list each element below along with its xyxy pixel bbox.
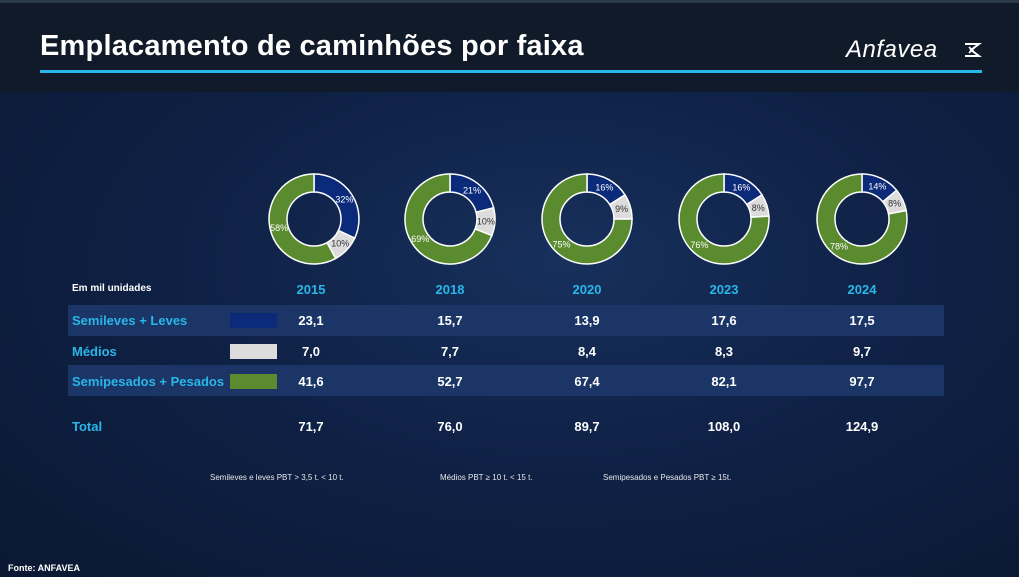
total-cell: 89,7 [574, 419, 600, 434]
year-header-2020: 2020 [572, 282, 602, 297]
table-cell: 9,7 [852, 344, 872, 359]
donut-slice [678, 173, 770, 265]
donut-charts: 32%10%58%21%10%69%16%9%75%16%8%76%14%8%7… [268, 173, 908, 265]
total-cell: 71,7 [298, 419, 324, 434]
donut-slice-label: 32% [335, 195, 353, 205]
source-note: Fonte: ANFAVEA [8, 563, 80, 573]
logo: Anfavea [846, 36, 938, 63]
donut-slice-label: 8% [888, 199, 901, 209]
donut-slice-label: 16% [732, 182, 750, 192]
donut-slice [816, 173, 908, 265]
table-cell: 23,1 [298, 313, 324, 328]
donut-slice-label: 76% [690, 240, 708, 250]
row-label-semipesados: Semipesados + Pesados [72, 374, 225, 389]
table-cell: 82,1 [711, 374, 737, 389]
donut-slice-label: 16% [595, 182, 613, 192]
year-header-2015: 2015 [296, 282, 326, 297]
donut-slice-label: 21% [463, 186, 481, 196]
swatch-semipesados [230, 374, 277, 389]
table-cell: 17,5 [849, 313, 875, 328]
donut-slice-label: 75% [553, 239, 571, 249]
header: Emplacamento de caminhões por faixa Anfa… [0, 0, 1019, 92]
swatch-semileves [230, 313, 277, 328]
donut-slice-label: 58% [270, 223, 288, 233]
table-cell: 97,7 [849, 374, 875, 389]
table-cell: 8,3 [714, 344, 734, 359]
donut-slice-label: 78% [830, 242, 848, 252]
row-label-medios: Médios [72, 344, 117, 359]
donut-slice [313, 173, 360, 240]
donut-slice-label: 10% [477, 216, 495, 226]
note-semileves: Semileves e leves PBT > 3,5 t. < 10 t. [210, 473, 344, 482]
table-cell: 52,7 [437, 374, 463, 389]
header-topline [0, 0, 1019, 3]
table-cell: 7,7 [440, 344, 460, 359]
table-cell: 17,6 [711, 313, 737, 328]
year-header-2024: 2024 [847, 282, 877, 297]
row-band-semipesados [68, 365, 944, 396]
year-header-2023: 2023 [709, 282, 739, 297]
donut-slice-label: 69% [411, 234, 429, 244]
table-cell: 41,6 [298, 374, 324, 389]
row-band-semileves [68, 305, 944, 336]
donut-slice-label: 9% [615, 204, 628, 214]
row-label-semileves: Semileves + Leves [72, 313, 188, 328]
donut-slice-label: 8% [752, 203, 765, 213]
donut-slice [268, 173, 337, 265]
total-cell: 124,9 [845, 419, 879, 434]
note-medios: Médios PBT ≥ 10 t. < 15 t. [440, 473, 533, 482]
table-cell: 67,4 [574, 374, 600, 389]
table-cell: 8,4 [577, 344, 597, 359]
total-cell: 76,0 [437, 419, 463, 434]
donut-slice [404, 173, 493, 265]
donut-slice-label: 10% [331, 239, 349, 249]
note-semipesados: Semipesados e Pesados PBT ≥ 15t. [603, 473, 732, 482]
table-cell: 13,9 [574, 313, 600, 328]
total-cell: 108,0 [707, 419, 741, 434]
year-header-2018: 2018 [435, 282, 465, 297]
donut-slice-label: 14% [868, 181, 886, 191]
swatch-medios [230, 344, 277, 359]
table-cell: 7,0 [301, 344, 321, 359]
unit-label: Em mil unidades [72, 283, 152, 294]
anfavea-mark-icon [965, 43, 982, 57]
table-cell: 15,7 [437, 313, 463, 328]
row-label-total: Total [72, 419, 103, 434]
page-title: Emplacamento de caminhões por faixa [40, 30, 584, 62]
title-underline [40, 70, 982, 73]
donut-slice [541, 173, 633, 265]
